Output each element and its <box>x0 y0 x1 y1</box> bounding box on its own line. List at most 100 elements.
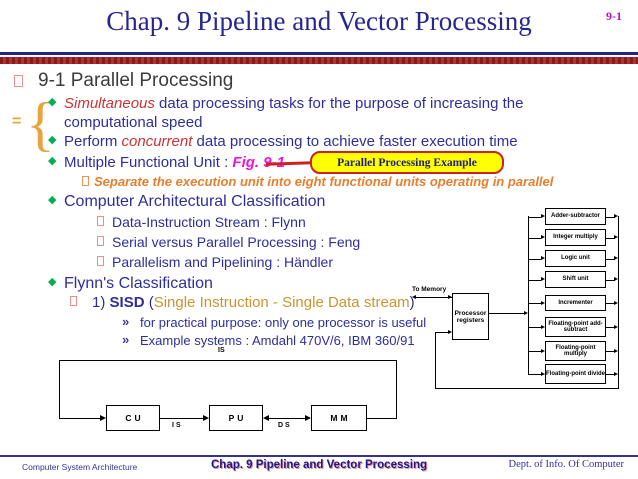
brace-glyph: { <box>26 91 55 157</box>
diamond-bullet-icon: ◆ <box>48 96 57 108</box>
diagram-line <box>59 360 61 419</box>
arrowhead-icon <box>448 294 452 299</box>
arrowhead-icon <box>541 300 545 305</box>
arrowhead-icon <box>541 277 545 281</box>
equals-sign: = <box>12 113 22 130</box>
diagram-line <box>606 258 615 260</box>
arrowhead-icon <box>541 214 545 218</box>
arrowhead-icon <box>305 415 311 421</box>
diagram-line <box>528 303 541 305</box>
footer-left: Computer System Architecture <box>22 462 138 472</box>
diagram-line <box>606 303 615 305</box>
square-bullet-icon <box>97 256 104 266</box>
diagram-line <box>528 374 541 376</box>
diagram-line <box>528 237 541 239</box>
arrowhead-icon <box>614 256 618 260</box>
slide-title: Chap. 9 Pipeline and Vector Processing <box>106 6 532 36</box>
sisd-number: 1) <box>92 294 110 311</box>
header-rule-red <box>0 57 638 64</box>
arrowhead-icon <box>614 214 618 218</box>
sisd-paren-open: ( <box>144 294 154 311</box>
arrowhead-icon <box>614 235 618 239</box>
functional-unit-box: Shift unit <box>545 271 606 288</box>
bullet2-rest: data processing to achieve faster execut… <box>192 133 518 150</box>
arrowhead-icon <box>614 324 618 329</box>
arrowhead-icon <box>203 415 209 421</box>
diagram-line <box>606 374 615 376</box>
arrowhead-icon <box>614 371 618 376</box>
sisd-name: SISD <box>109 294 145 311</box>
footer-rule <box>0 455 638 457</box>
is-label: IS <box>172 422 183 429</box>
sub-bullet-separate: Separate the execution unit into eight f… <box>94 174 554 189</box>
sisd-point: for practical purpose: only one processo… <box>140 315 427 330</box>
sisd-point: Example systems : Amdahl 470V/6, IBM 360… <box>140 333 415 348</box>
functional-units-diagram: To Memory Processor registers Adder-subt… <box>410 195 638 395</box>
chevron-bullet-icon: » <box>122 314 130 329</box>
bullet-concurrent: Perform concurrent data processing to ac… <box>64 132 624 151</box>
diagram-line <box>435 388 619 390</box>
sisd-paren-text: Single Instruction - Single Data stream <box>153 294 410 311</box>
arrowhead-icon <box>100 415 106 421</box>
diagram-line <box>606 237 615 239</box>
square-bullet-icon <box>14 75 23 87</box>
diagram-line <box>606 279 615 281</box>
diamond-bullet-icon: ◆ <box>48 134 57 146</box>
diagram-line <box>618 216 620 388</box>
page-number: 9-1 <box>606 9 622 23</box>
sisd-heading: 1) SISD (Single Instruction - Single Dat… <box>92 293 512 312</box>
diagram-line <box>606 351 615 353</box>
arrowhead-icon <box>541 371 545 376</box>
diagram-line <box>268 418 306 420</box>
arrowhead-icon <box>448 329 452 334</box>
arrowhead-icon <box>541 348 545 353</box>
processor-registers-box: Processor registers <box>452 293 489 340</box>
header-rule-navy <box>0 52 638 55</box>
bullet-flynns-classification: Flynn's Classification <box>64 275 213 292</box>
arrowhead-icon <box>541 324 545 329</box>
emphasis-concurrent: concurrent <box>121 133 193 150</box>
bullet-multiple-functional-unit: Multiple Functional Unit : Fig. 9-1 <box>64 153 384 172</box>
classification-item: Data-Instruction Stream : Flynn <box>112 214 306 230</box>
footer-center: Chap. 9 Pipeline and Vector Processing <box>210 459 427 471</box>
functional-unit-box: Floating-point multiply <box>545 341 606 361</box>
bullet-classification: Computer Architectural Classification <box>64 193 326 210</box>
arrowhead-icon <box>263 415 269 421</box>
diamond-bullet-icon: ◆ <box>48 276 57 288</box>
diagram-line <box>416 297 452 299</box>
arrowhead-icon <box>614 348 618 353</box>
mm-box: MM <box>311 405 367 431</box>
bullet-simultaneous: Simultaneous data processing tasks for t… <box>64 94 616 132</box>
functional-unit-box: Logic unit <box>545 250 606 267</box>
diagram-line <box>528 351 541 353</box>
functional-unit-box: Incrementer <box>545 295 606 311</box>
diagram-line <box>160 418 204 420</box>
functional-unit-box: Adder-subtractor <box>545 208 606 225</box>
bullet1-rest: data processing tasks for the purpose of… <box>64 95 524 131</box>
arrowhead-icon <box>614 300 618 305</box>
diagram-line <box>606 327 615 329</box>
square-bullet-icon <box>82 176 89 186</box>
arrowhead-icon <box>614 277 618 281</box>
cu-box: CU <box>106 405 160 431</box>
diagram-line <box>59 418 101 420</box>
diagram-line <box>435 332 437 388</box>
ds-label: DS <box>278 422 292 429</box>
bullet2-pre: Perform <box>64 133 122 150</box>
arrowhead-icon <box>524 310 528 315</box>
functional-unit-box: Floating-point divide <box>545 364 606 384</box>
functional-unit-box: Integer multiply <box>545 229 606 246</box>
diagram-line <box>367 418 397 420</box>
arrowhead-icon <box>541 235 545 239</box>
diagram-line <box>435 332 448 334</box>
diagram-line <box>489 313 525 315</box>
diagram-line <box>606 216 615 218</box>
parallel-processing-example-badge: Parallel Processing Example <box>310 151 504 174</box>
square-bullet-icon <box>97 216 104 226</box>
emphasis-simultaneous: Simultaneous <box>64 95 155 112</box>
diagram-line <box>528 216 530 374</box>
diagram-line <box>59 360 397 362</box>
classification-item: Parallelism and Pipelining : Händler <box>112 254 334 270</box>
sisd-paren-close: ) <box>409 294 415 311</box>
sisd-diagram-top-label: IS <box>218 347 225 354</box>
